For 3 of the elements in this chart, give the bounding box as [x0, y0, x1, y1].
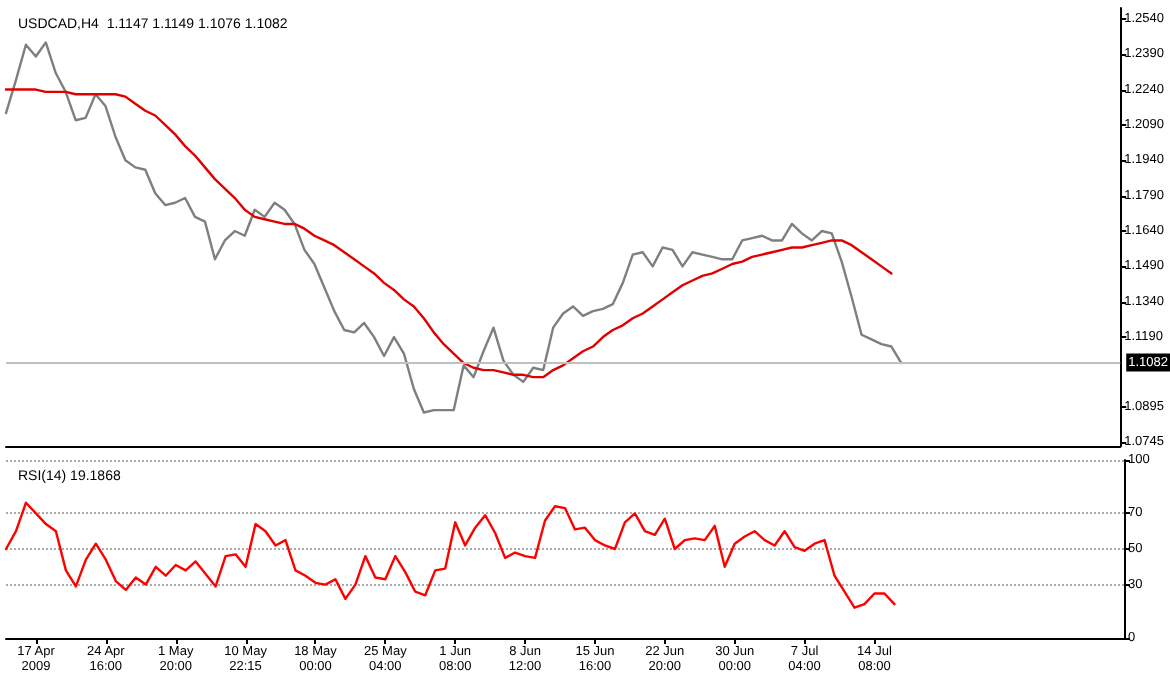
line-series: [4, 88, 893, 379]
line-series: [4, 41, 903, 414]
line-series: [4, 501, 896, 609]
